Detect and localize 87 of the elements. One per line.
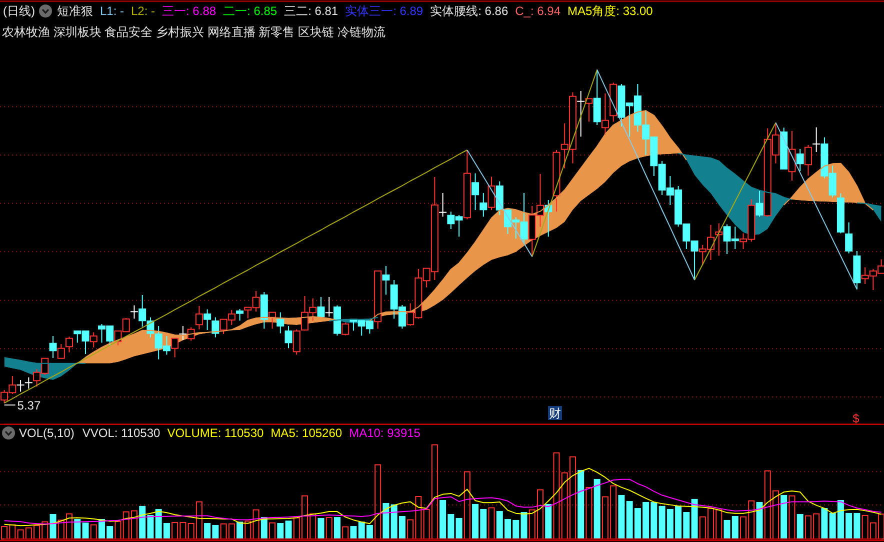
bar xyxy=(796,514,804,539)
text: 实体三一: 6.89 xyxy=(345,4,424,18)
bar xyxy=(788,495,796,540)
bar xyxy=(586,487,592,540)
candlestick xyxy=(812,126,820,153)
candlestick xyxy=(756,190,764,218)
bar xyxy=(82,522,89,539)
candlestick xyxy=(130,304,138,320)
bar xyxy=(269,522,276,540)
candlestick xyxy=(236,308,244,322)
chart-title: VOL(5,10) xyxy=(19,426,74,440)
bar xyxy=(545,504,552,539)
candlestick xyxy=(276,312,284,334)
text: 实体腰线: 6.86 xyxy=(430,4,508,18)
candlestick xyxy=(472,172,480,210)
candlestick xyxy=(16,380,24,392)
bar xyxy=(382,503,390,539)
candlestick xyxy=(845,222,853,254)
candlestick xyxy=(57,344,65,359)
bar xyxy=(374,464,382,540)
text: L1: - xyxy=(100,4,124,18)
candlestick xyxy=(284,326,292,348)
candlestick xyxy=(593,69,601,126)
bar xyxy=(114,521,122,540)
candlestick xyxy=(480,192,488,218)
text: MA5: 105260 xyxy=(270,426,342,440)
bar xyxy=(318,518,324,539)
text: C_: 6.94 xyxy=(515,4,561,18)
candlestick xyxy=(66,336,74,353)
bar xyxy=(326,517,332,540)
bar xyxy=(464,471,470,540)
text: VVOL: 110530 xyxy=(82,426,161,440)
bar xyxy=(342,526,349,540)
bar xyxy=(488,507,495,540)
bar xyxy=(553,452,560,540)
bar xyxy=(618,494,625,539)
text: 三二: 6.81 xyxy=(284,4,338,18)
candlestick xyxy=(488,176,496,210)
bar xyxy=(594,478,600,539)
candlestick xyxy=(212,316,220,338)
candlestick xyxy=(382,266,390,296)
candlestick xyxy=(204,308,212,330)
candlestick xyxy=(195,306,203,330)
bar xyxy=(90,524,97,540)
candlestick xyxy=(171,338,179,358)
candlestick xyxy=(179,326,187,340)
bar xyxy=(50,514,56,539)
bar xyxy=(780,494,788,539)
candlestick xyxy=(788,130,796,182)
text: MA10: 93915 xyxy=(349,426,421,440)
bar xyxy=(350,526,357,539)
bar xyxy=(691,498,698,539)
candlestick xyxy=(292,328,300,356)
text: 短准狠 xyxy=(56,4,93,18)
candlestick xyxy=(601,92,609,136)
candlestick xyxy=(325,296,333,318)
text: VOLUME: 110530 xyxy=(167,426,264,440)
candlestick xyxy=(24,376,32,390)
text: 三一: 6.88 xyxy=(162,4,216,18)
candlestick xyxy=(577,90,585,138)
candlestick xyxy=(317,296,325,318)
chart-title: (日线) xyxy=(3,4,35,18)
candlestick xyxy=(804,144,812,176)
text: $ xyxy=(852,412,860,426)
candlestick xyxy=(439,192,447,218)
candlestick xyxy=(342,322,350,336)
text: 二一: 6.85 xyxy=(223,4,278,18)
text: MA5角度: 33.00 xyxy=(567,4,654,18)
candlestick xyxy=(49,336,57,358)
bar xyxy=(74,519,81,539)
bar xyxy=(236,522,244,539)
bar xyxy=(578,470,584,539)
bar xyxy=(520,512,528,539)
bar xyxy=(277,522,284,539)
bar xyxy=(252,509,260,540)
bar xyxy=(334,517,340,539)
annotation: 5.37 xyxy=(17,398,41,412)
bar xyxy=(285,520,292,539)
bar xyxy=(821,508,828,539)
text: 农林牧渔 深圳板块 食品安全 乡村振兴 网络直播 新零售 区块链 冷链物流 xyxy=(2,25,386,39)
candlestick xyxy=(796,148,804,172)
text: L2: - xyxy=(131,4,156,18)
candlestick xyxy=(90,332,98,348)
candlestick xyxy=(585,98,593,122)
bar xyxy=(244,520,252,540)
bar xyxy=(456,518,462,539)
bar xyxy=(756,502,763,539)
